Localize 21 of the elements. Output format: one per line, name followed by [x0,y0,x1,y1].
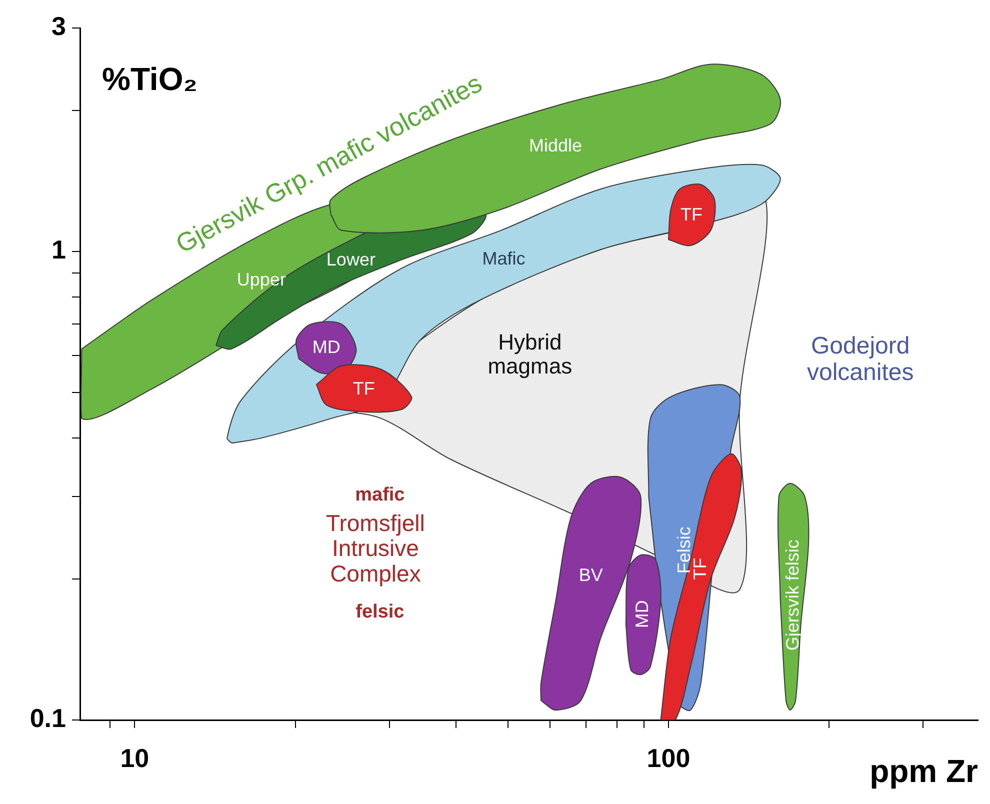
annotation: Tromsfjell Intrusive Complex [326,510,425,586]
y-tick-label: 0.1 [30,703,66,734]
x-axis-title: ppm Zr [870,753,978,789]
series-label: TF [352,378,375,399]
series-label: Mafic [482,248,526,269]
series-label: MD [632,600,652,628]
series-label: TF [680,204,703,225]
series-label: Middle [529,136,582,156]
y-axis-title: %TiO₂ [102,61,198,97]
series-label: Gjersvik felsic [782,540,803,651]
series-label: Lower [326,250,376,270]
annotation: Hybrid magmas [488,329,572,378]
x-tick-label: 100 [646,742,690,773]
annotation: Godejord volcanites [806,332,914,386]
y-tick-label: 3 [52,11,66,42]
annotation: felsic [356,601,405,622]
annotation: mafic [355,484,406,506]
y-tick-label: 1 [52,234,66,265]
series-label: MD [312,337,340,358]
series-label: BV [578,565,603,586]
x-tick-label: 10 [120,742,150,773]
